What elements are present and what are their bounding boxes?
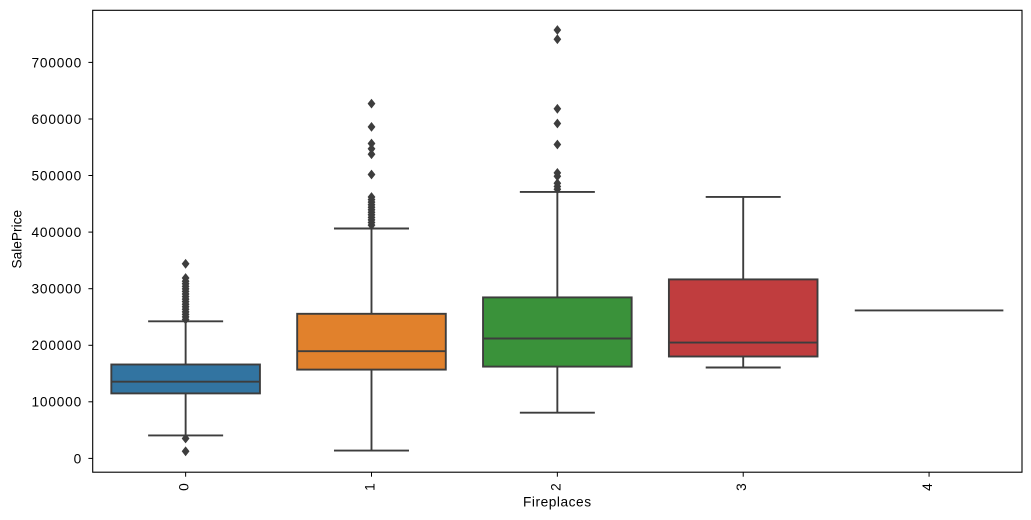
- svg-text:2: 2: [548, 483, 563, 491]
- svg-text:0: 0: [74, 451, 82, 466]
- svg-text:3: 3: [734, 483, 749, 491]
- svg-text:200000: 200000: [32, 338, 82, 353]
- svg-text:700000: 700000: [32, 55, 82, 70]
- svg-text:300000: 300000: [32, 282, 82, 297]
- svg-text:500000: 500000: [32, 168, 82, 183]
- svg-text:100000: 100000: [32, 395, 82, 410]
- svg-text:4: 4: [920, 483, 935, 491]
- svg-text:Fireplaces: Fireplaces: [523, 495, 592, 510]
- svg-text:1: 1: [362, 483, 377, 491]
- svg-text:SalePrice: SalePrice: [10, 210, 25, 269]
- svg-text:400000: 400000: [32, 225, 82, 240]
- svg-text:600000: 600000: [32, 112, 82, 127]
- svg-text:0: 0: [177, 483, 192, 491]
